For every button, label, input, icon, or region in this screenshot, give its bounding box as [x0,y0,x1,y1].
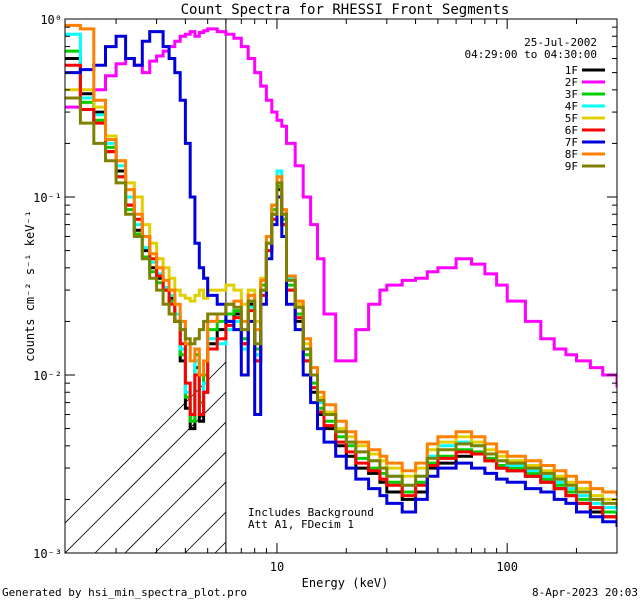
footer-generated-by: Generated by hsi_min_spectra_plot.pro [2,586,247,599]
x-tick-label: 100 [496,560,518,574]
legend: 25-Jul-2002 04:29:00 to 04:30:00 1F2F3F4… [465,36,605,173]
series-line-9F [65,96,617,508]
x-tick-label: 10 [270,560,284,574]
legend-label-4F: 4F [565,100,578,113]
y-tick-label: 10⁰ [40,13,62,27]
legend-label-5F: 5F [565,112,578,125]
legend-date: 25-Jul-2002 [524,36,597,49]
spectra-series [65,23,617,527]
hatch-mask [225,19,617,553]
annotation-attenuator: Att A1, FDecim 1 [248,518,354,531]
legend-label-7F: 7F [565,136,578,149]
axis-ticks: 10 100 10⁰ 10⁻¹ 10⁻² 10⁻³ [33,13,618,574]
legend-label-1F: 1F [565,64,578,77]
y-axis-label: counts cm⁻² s⁻¹ keV⁻¹ [23,210,37,362]
legend-label-9F: 9F [565,160,578,173]
chart-title: Count Spectra for RHESSI Front Segments [181,2,510,18]
x-axis-label: Energy (keV) [302,576,389,590]
annotation-background: Includes Background [248,506,374,519]
legend-label-2F: 2F [565,76,578,89]
footer-timestamp: 8-Apr-2023 20:03 [532,586,638,599]
legend-label-3F: 3F [565,88,578,101]
y-tick-label: 10⁻² [33,369,62,383]
series-line-2F [65,27,617,388]
y-tick-label: 10⁻³ [33,547,62,561]
plot-frame [64,18,618,554]
legend-time-range: 04:29:00 to 04:30:00 [465,48,597,61]
series-line-7F [65,30,617,527]
series-line-8F [65,23,617,496]
legend-label-8F: 8F [565,148,578,161]
legend-label-6F: 6F [565,124,578,137]
y-tick-label: 10⁻¹ [33,191,62,205]
